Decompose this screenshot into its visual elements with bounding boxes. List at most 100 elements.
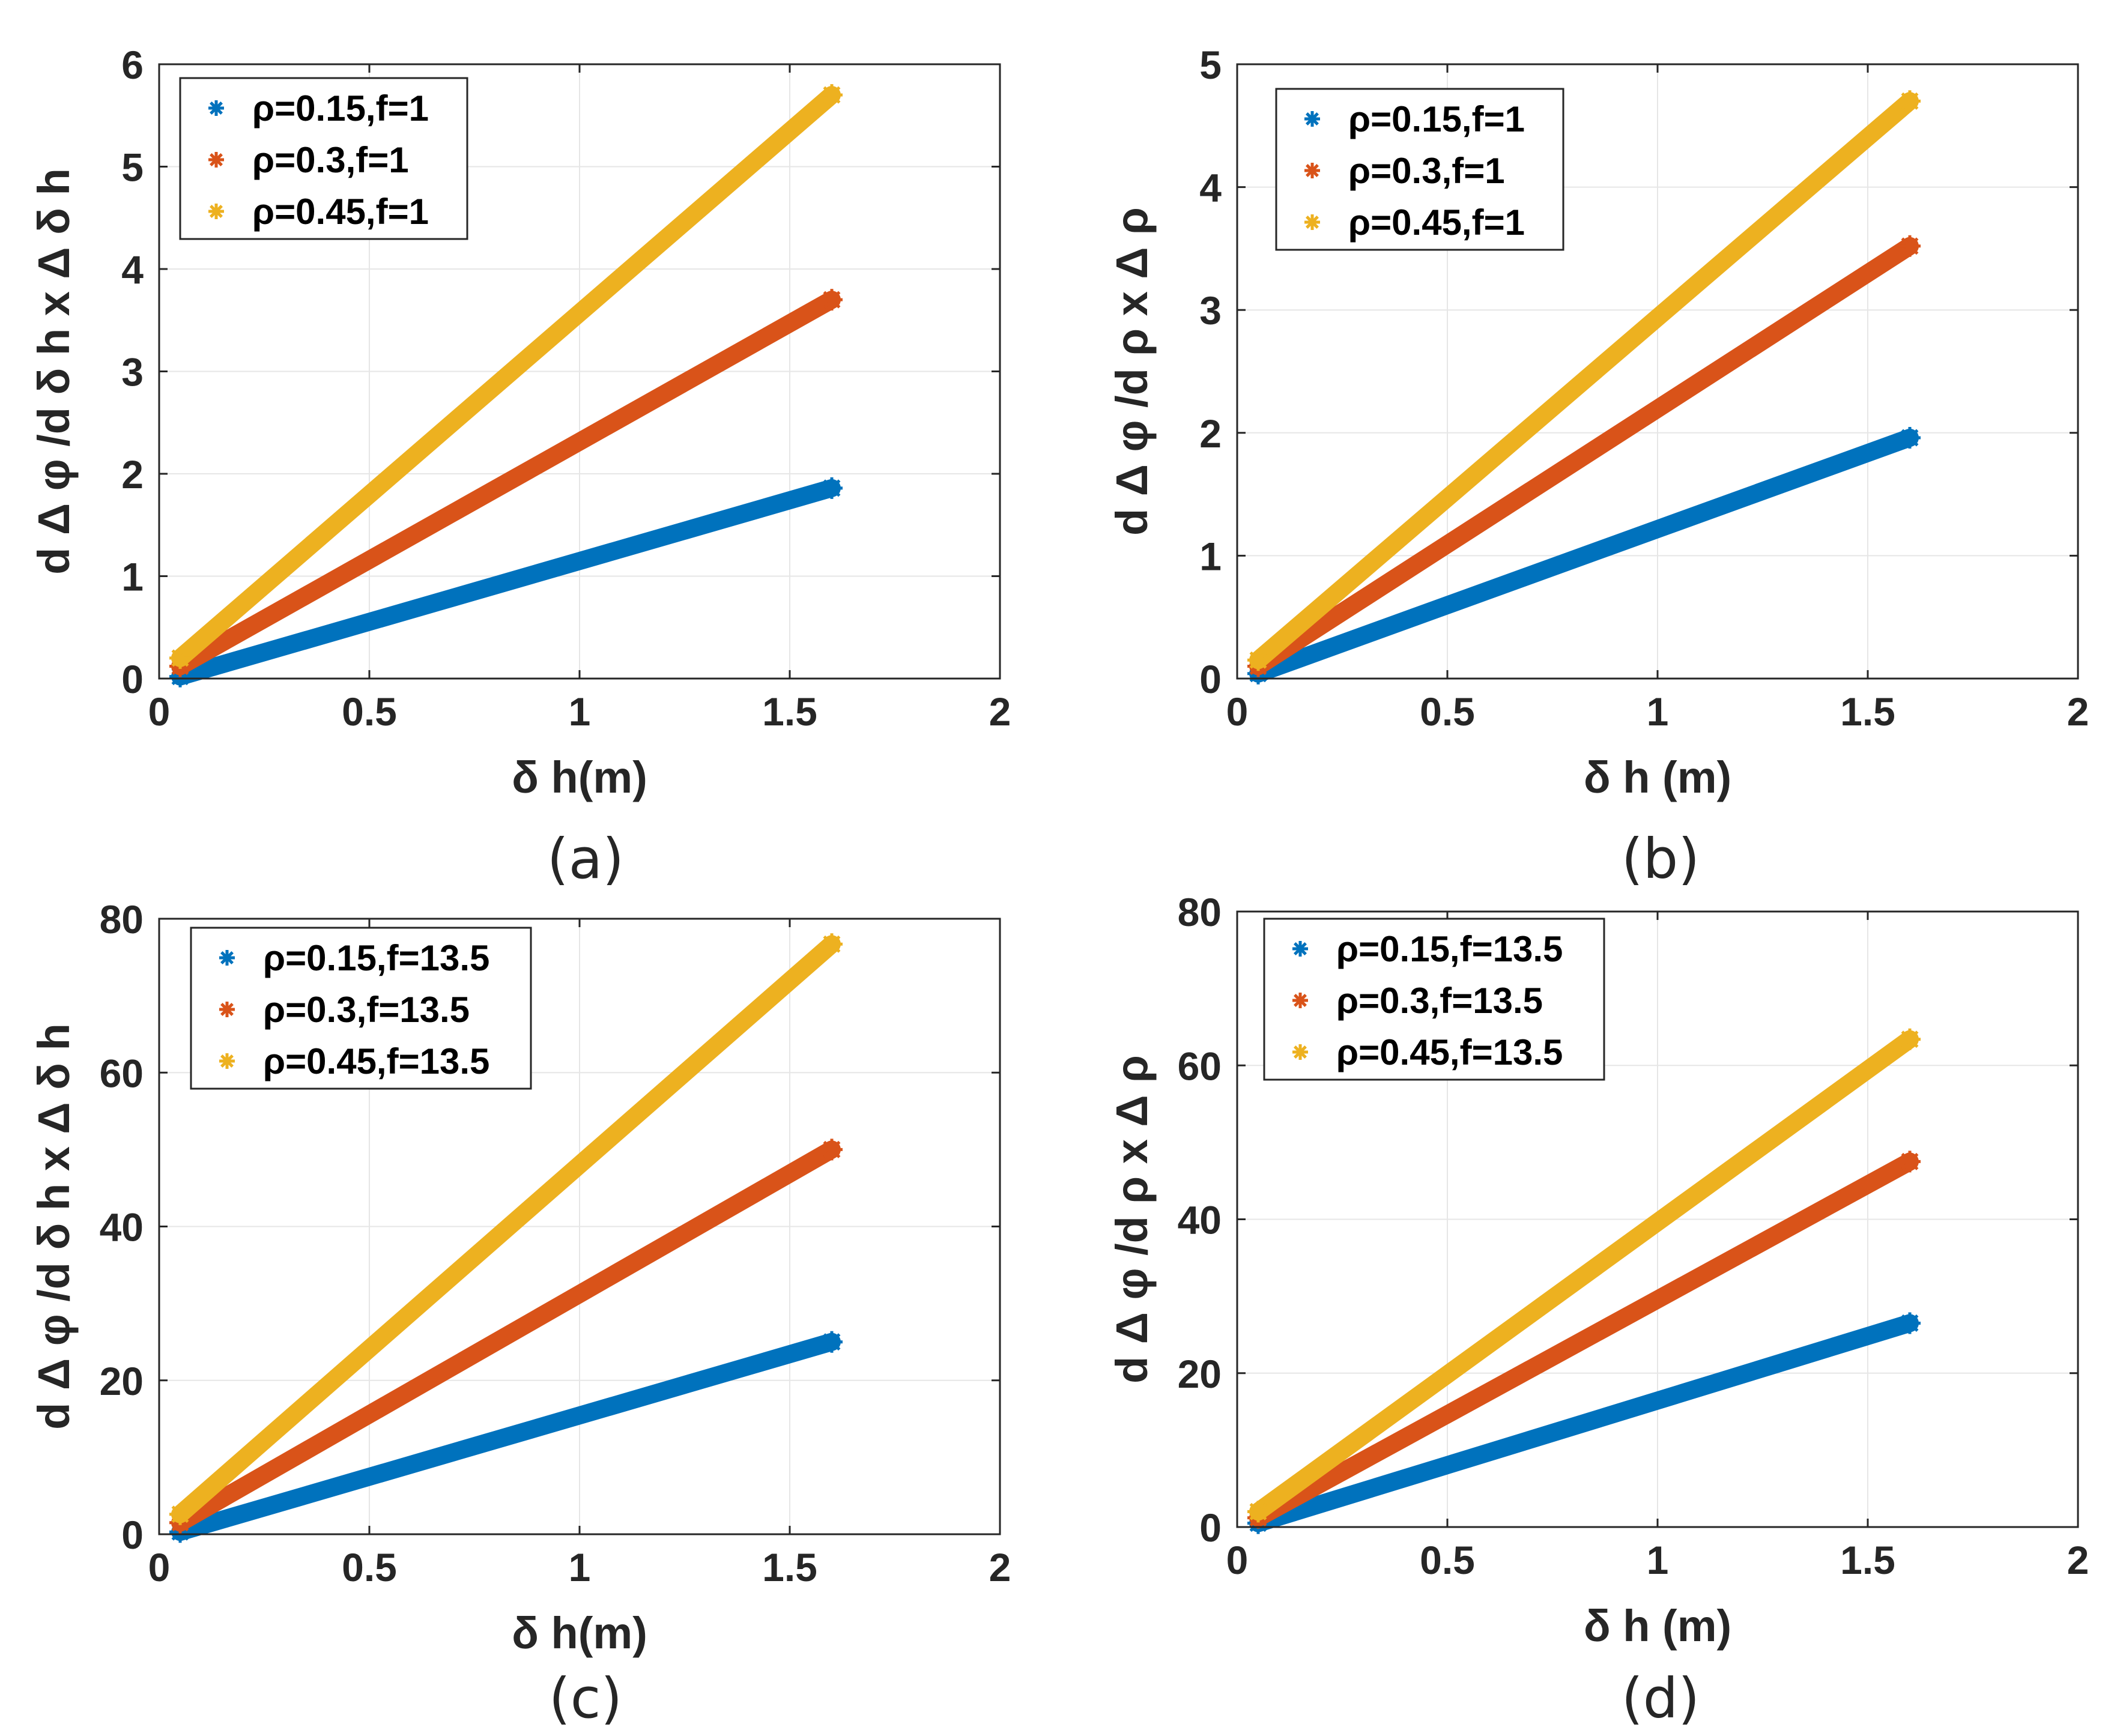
y-tick-label: 5 bbox=[1199, 43, 1222, 87]
panel-a: 0 0.5 1 1.5 2 0 1 2 3 4 5 6 δ h(m) d Δ φ /d δ h x Δ δ… bbox=[29, 43, 1011, 891]
x-tick-label: 2 bbox=[989, 1545, 1011, 1589]
legend-marker-2 bbox=[1304, 163, 1320, 178]
y-tick-label: 40 bbox=[1178, 1198, 1222, 1242]
y-tick-label: 4 bbox=[1199, 166, 1222, 210]
legend-label-3: ρ=0.45,f=13.5 bbox=[263, 1041, 489, 1081]
series-endpoint-markers-3 bbox=[169, 933, 843, 1525]
x-tick-label: 0.5 bbox=[342, 689, 397, 734]
legend-marker-3 bbox=[1292, 1044, 1308, 1060]
series-line-3 bbox=[1249, 1030, 1919, 1521]
panel-b: 0 0.5 1 1.5 2 0 1 2 3 4 5 δ h (m) d Δ φ /d ρ x Δ ρ ρ=… bbox=[1107, 43, 2089, 891]
legend-marker-2 bbox=[1292, 993, 1308, 1008]
series-line-1 bbox=[1249, 1314, 1919, 1532]
y-tick-label: 1 bbox=[121, 555, 144, 599]
x-tick-label: 1.5 bbox=[762, 689, 817, 734]
x-tick-label: 0 bbox=[1226, 1538, 1249, 1582]
x-axis-label: δ h (m) bbox=[1584, 1601, 1731, 1651]
y-tick-label: 20 bbox=[100, 1359, 144, 1403]
y-axis-label: d Δ φ /d δ h x Δ δ h bbox=[29, 1023, 79, 1430]
x-tick-label: 0.5 bbox=[342, 1545, 397, 1589]
y-tick-label: 0 bbox=[1199, 1505, 1222, 1550]
x-tick-label: 0 bbox=[148, 1545, 171, 1589]
series-line-2 bbox=[171, 1140, 841, 1532]
x-tick-label: 1 bbox=[569, 689, 591, 734]
x-tick-label: 1.5 bbox=[762, 1545, 817, 1589]
x-tick-label: 2 bbox=[989, 689, 1011, 734]
series-line-3 bbox=[171, 86, 841, 667]
series-line-3 bbox=[1249, 92, 1919, 670]
legend-label-3: ρ=0.45,f=1 bbox=[1348, 202, 1525, 243]
y-tick-label: 60 bbox=[1178, 1044, 1222, 1088]
legend-marker-3 bbox=[1304, 214, 1320, 230]
legend-marker-1 bbox=[1304, 111, 1320, 127]
legend-box bbox=[1275, 88, 1564, 251]
y-tick-label: 0 bbox=[121, 657, 144, 701]
y-tick-label: 5 bbox=[121, 145, 144, 190]
y-tick-label: 2 bbox=[121, 452, 144, 497]
series-line-1 bbox=[171, 479, 841, 686]
y-axis-label: d Δ φ /d ρ x Δ ρ bbox=[1107, 1055, 1157, 1384]
legend-label-2: ρ=0.3,f=13.5 bbox=[1336, 981, 1543, 1021]
legend-marker-3 bbox=[219, 1053, 235, 1069]
y-tick-label: 6 bbox=[121, 43, 144, 87]
x-tick-label: 2 bbox=[2067, 1538, 2089, 1582]
series-endpoint-markers-3 bbox=[1247, 1028, 1921, 1523]
legend-label-3: ρ=0.45,f=13.5 bbox=[1336, 1032, 1563, 1072]
legend-marker-2 bbox=[208, 152, 224, 168]
x-axis-label: δ h (m) bbox=[1584, 752, 1731, 802]
legend-label-2: ρ=0.3,f=1 bbox=[252, 140, 409, 180]
y-tick-label: 0 bbox=[121, 1513, 144, 1557]
x-axis-label: δ h(m) bbox=[512, 752, 647, 802]
y-tick-label: 2 bbox=[1199, 411, 1222, 456]
legend-label-1: ρ=0.15,f=13.5 bbox=[1336, 929, 1563, 969]
legend-label-2: ρ=0.3,f=13.5 bbox=[263, 990, 470, 1030]
y-tick-label: 80 bbox=[100, 897, 144, 942]
legend-marker-1 bbox=[208, 100, 224, 116]
legend: ρ=0.15,f=13.5 ρ=0.3,f=13.5 ρ=0.45,f=13.5 bbox=[1263, 918, 1605, 1081]
x-tick-label: 1.5 bbox=[1840, 1538, 1895, 1582]
y-tick-label: 3 bbox=[1199, 288, 1222, 333]
panel-caption: (c) bbox=[549, 1666, 622, 1731]
y-tick-label: 40 bbox=[100, 1205, 144, 1250]
x-tick-label: 1 bbox=[569, 1545, 591, 1589]
y-tick-label: 4 bbox=[121, 247, 144, 292]
y-tick-label: 1 bbox=[1199, 534, 1222, 578]
x-tick-label: 2 bbox=[2067, 689, 2089, 734]
y-tick-label: 60 bbox=[100, 1051, 144, 1095]
legend: ρ=0.15,f=13.5 ρ=0.3,f=13.5 ρ=0.45,f=13.5 bbox=[190, 927, 532, 1090]
legend-label-1: ρ=0.15,f=13.5 bbox=[263, 938, 489, 978]
legend-box bbox=[190, 927, 532, 1090]
legend-label-3: ρ=0.45,f=1 bbox=[252, 192, 429, 232]
series-line-2 bbox=[1249, 1152, 1919, 1527]
series-line-1 bbox=[171, 1332, 841, 1541]
panel-caption: (d) bbox=[1622, 1666, 1700, 1731]
series-endpoint-markers-3 bbox=[169, 84, 843, 669]
series-endpoint-markers-3 bbox=[1247, 90, 1921, 671]
legend-label-1: ρ=0.15,f=1 bbox=[252, 88, 429, 129]
x-axis-label: δ h(m) bbox=[512, 1608, 647, 1658]
x-tick-label: 1 bbox=[1647, 689, 1669, 734]
legend: ρ=0.15,f=1 ρ=0.3,f=1 ρ=0.45,f=1 bbox=[1275, 88, 1564, 251]
y-tick-label: 80 bbox=[1178, 890, 1222, 934]
x-tick-label: 0 bbox=[1226, 689, 1249, 734]
x-tick-label: 0.5 bbox=[1420, 689, 1475, 734]
y-axis-label: d Δ φ /d δ h x Δ δ h bbox=[29, 168, 79, 575]
legend-label-1: ρ=0.15,f=1 bbox=[1348, 99, 1525, 139]
x-tick-label: 1.5 bbox=[1840, 689, 1895, 734]
y-tick-label: 3 bbox=[121, 350, 144, 395]
legend-marker-2 bbox=[219, 1002, 235, 1017]
y-tick-label: 20 bbox=[1178, 1352, 1222, 1396]
x-tick-label: 1 bbox=[1647, 1538, 1669, 1582]
x-tick-label: 0.5 bbox=[1420, 1538, 1475, 1582]
panel-caption: (b) bbox=[1622, 827, 1700, 891]
y-tick-label: 0 bbox=[1199, 657, 1222, 701]
legend-marker-3 bbox=[208, 204, 224, 219]
x-tick-label: 0 bbox=[148, 689, 171, 734]
legend: ρ=0.15,f=1 ρ=0.3,f=1 ρ=0.45,f=1 bbox=[179, 77, 468, 240]
legend-label-2: ρ=0.3,f=1 bbox=[1348, 151, 1505, 191]
series-line-2 bbox=[171, 291, 841, 676]
legend-marker-1 bbox=[1292, 941, 1308, 957]
